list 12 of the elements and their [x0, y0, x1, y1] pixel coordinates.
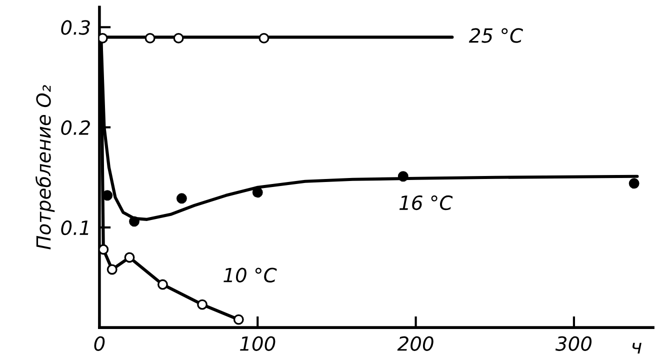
- annotation: 10 °C: [224, 268, 277, 282]
- y-tick-label: 0.1: [61, 220, 88, 236]
- x-tick-label: 200: [397, 336, 434, 351]
- x-axis-title: ч: [632, 342, 642, 354]
- annotation: 25 °C: [468, 28, 523, 43]
- annotation: 16 °C: [399, 195, 453, 210]
- x-tick-label: 300: [555, 336, 592, 351]
- y-tick-label: 0.3: [61, 20, 90, 35]
- x-tick-label: 0: [94, 336, 105, 351]
- y-axis-title: Потребление O₂: [35, 85, 55, 250]
- y-tick-label: 0.2: [61, 120, 90, 135]
- x-tick-label: 100: [240, 336, 276, 351]
